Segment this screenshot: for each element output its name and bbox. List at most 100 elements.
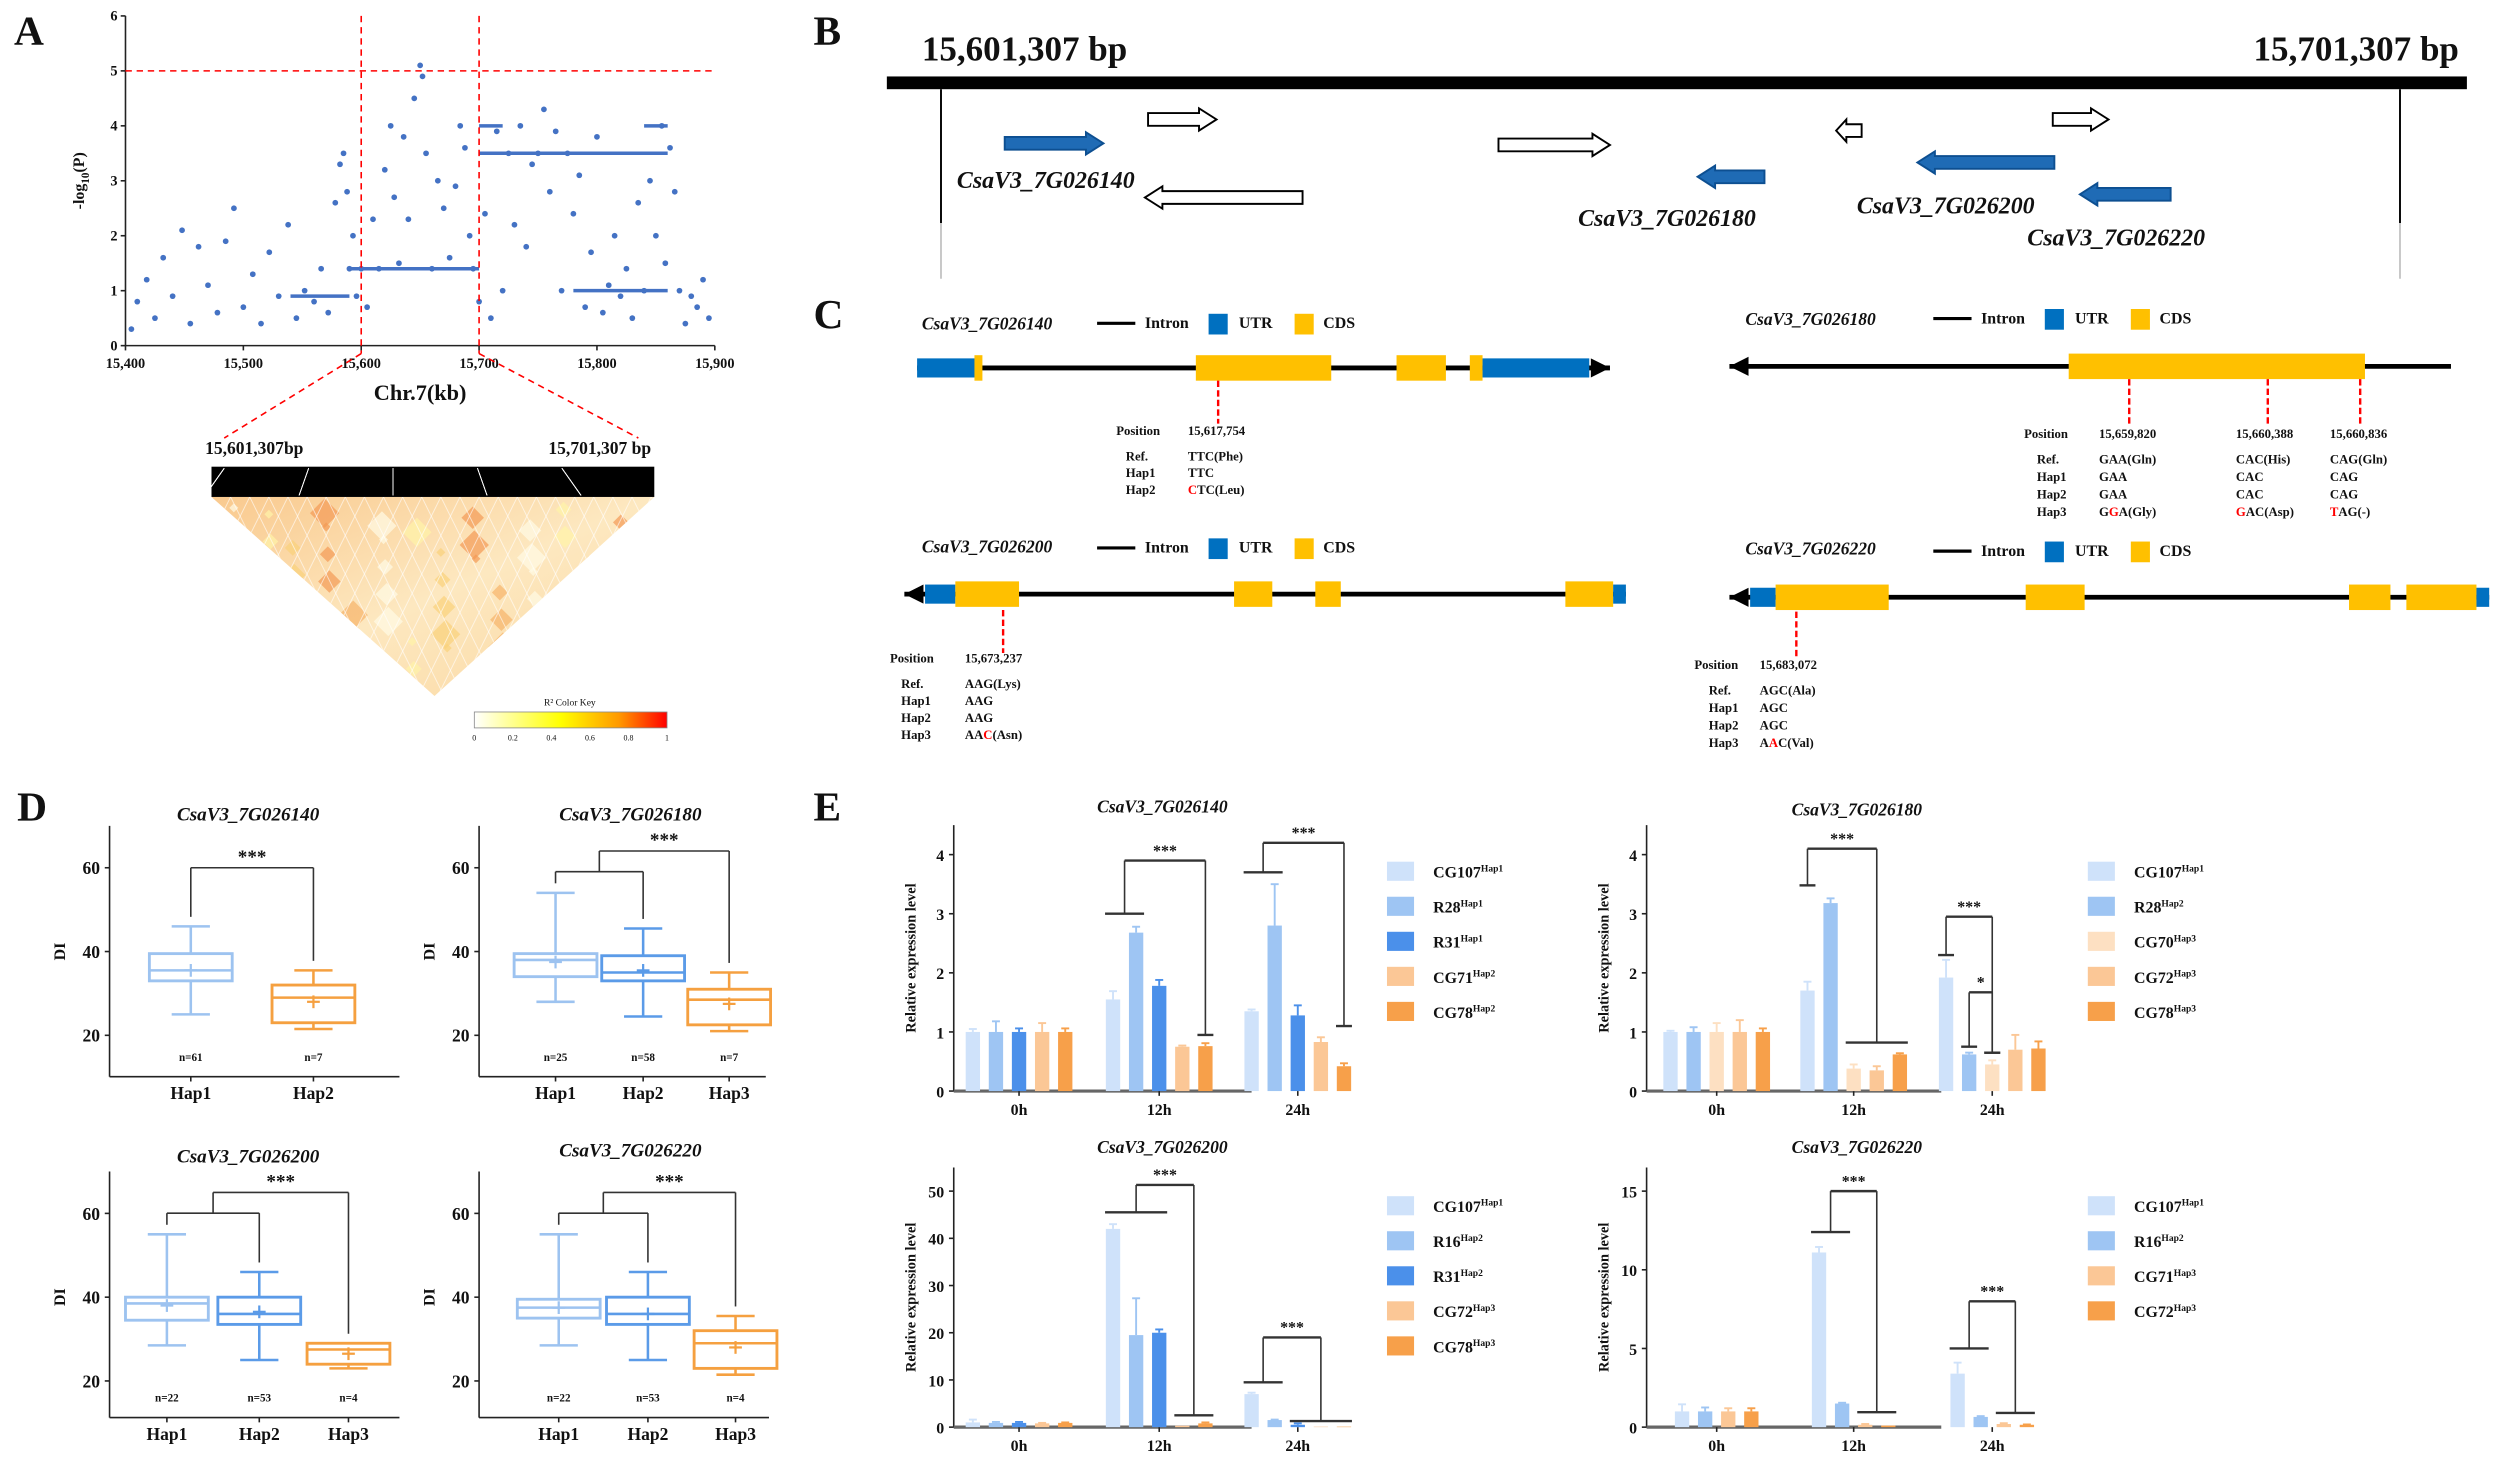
bar [1846,1068,1861,1092]
codon: GAC(Asp) [2236,505,2294,519]
codon-base: AAG [965,711,993,725]
color-key-tick: 0.8 [624,734,634,743]
codon-base: CAC [2236,488,2264,502]
utr-legend-swatch [2044,309,2064,330]
bar [1290,1015,1305,1092]
manhattan-point [179,227,185,234]
ld-cell [346,672,370,695]
codon: GAA [2099,470,2128,484]
snp-position-band [211,466,655,497]
manhattan-point [434,177,441,184]
ld-grid-line [650,496,655,697]
bar [1105,999,1121,1092]
legend-haplotype: Hap2 [1473,1003,1496,1014]
manhattan-point [358,265,365,272]
haplotype-row-label: Ref. [901,677,923,691]
x-tick-label: 15,900 [695,356,734,372]
manhattan-point [647,177,653,184]
cds-block [974,355,983,381]
manhattan-point [275,293,282,300]
haplotype-row-label: Hap2 [1709,719,1739,733]
legend-label: CG78Hap2 [1433,1003,1495,1021]
legend-swatch [1386,1301,1415,1321]
legend-haplotype: Hap3 [1473,1338,1496,1349]
manhattan-point [466,232,473,239]
utr-legend-label: UTR [2075,543,2109,560]
utr-legend-swatch [2044,541,2064,563]
manhattan-point [240,304,247,311]
cds-legend-label: CDS [2159,310,2191,327]
sample-size-label: n=53 [636,1393,660,1405]
zoom-line [223,352,362,439]
y-tick-label: 0 [1629,1084,1637,1101]
ld-cell [235,598,245,608]
snp-position: 15,660,388 [2236,427,2293,441]
manhattan-point [169,293,176,300]
significance-label: *** [655,1172,684,1193]
ld-cell [291,635,307,652]
color-key-tick: 1 [665,734,669,743]
x-tick-label: Hap3 [328,1424,369,1444]
ld-grid-line [363,496,464,697]
cds-legend-label: CDS [1323,540,1355,557]
legend-series-name: CG107 [2134,865,2182,882]
box [216,1295,303,1326]
bar [1336,1066,1352,1092]
manhattan-point [195,243,202,250]
legend-series-name: CG78 [2134,1005,2174,1022]
bar [1892,1054,1908,1092]
legend-label: CG78Hap3 [1433,1338,1495,1356]
y-tick-label: 0 [110,338,117,354]
legend-label: R28Hap1 [1433,898,1483,916]
manhattan-point [332,199,339,206]
x-tick-label: 15,800 [577,356,616,372]
manhattan-point [134,298,141,305]
ld-cell [264,509,274,519]
cds-block [2349,584,2391,611]
manhattan-point [405,216,412,223]
ld-grid-line [211,496,289,697]
bar [1961,1054,1977,1092]
manhattan-point [667,144,673,151]
bar [1950,1373,1965,1428]
gene-label: CsaV3_7G026140 [957,168,1135,194]
bar [1152,985,1167,1092]
ld-cell [547,621,570,644]
x-tick-label: Hap3 [715,1424,756,1444]
x-tick-label: 15,500 [224,356,263,372]
significance-label: *** [1153,1167,1177,1184]
ld-cell [229,503,239,513]
y-tick-label: 40 [452,1288,470,1308]
codon-base: AC(Asp) [2246,505,2294,519]
haplotype-row-label: Hap2 [901,711,931,725]
ld-cell [557,668,567,678]
ld-cell [348,648,365,665]
codon-base: G [2099,505,2109,519]
sample-size-label: n=4 [339,1393,358,1405]
ld-cell [639,640,655,663]
bar [1881,1425,1896,1428]
codon-base: TC(Leu) [1197,483,1244,497]
legend-label: CG70Hap3 [2134,933,2196,951]
haplotype-row-label: Hap2 [1126,483,1156,497]
bar [1985,1064,2000,1092]
manhattan-point [605,282,612,289]
y-tick-label: 40 [928,1232,944,1249]
legend-haplotype: Hap1 [1461,898,1484,909]
manhattan-point [694,304,701,311]
ld-cell [603,657,633,688]
legend-series-name: CG70 [2134,935,2174,952]
ld-grid-line [211,496,270,697]
codon-base: C(Val) [1778,736,1814,750]
manhattan-point [700,276,706,283]
cds-block [1195,355,1332,381]
haplotype-row-label: Ref. [2037,453,2059,467]
manhattan-point [641,287,647,294]
codon-base: AAG [965,694,993,708]
box [600,954,686,983]
utr-legend-swatch [1208,313,1228,335]
region-end-label: 15,701,307 bp [2254,30,2459,69]
haplotype-row-label: Hap3 [1709,736,1739,750]
manhattan-point [391,194,398,201]
utr-legend-label: UTR [1239,540,1273,557]
